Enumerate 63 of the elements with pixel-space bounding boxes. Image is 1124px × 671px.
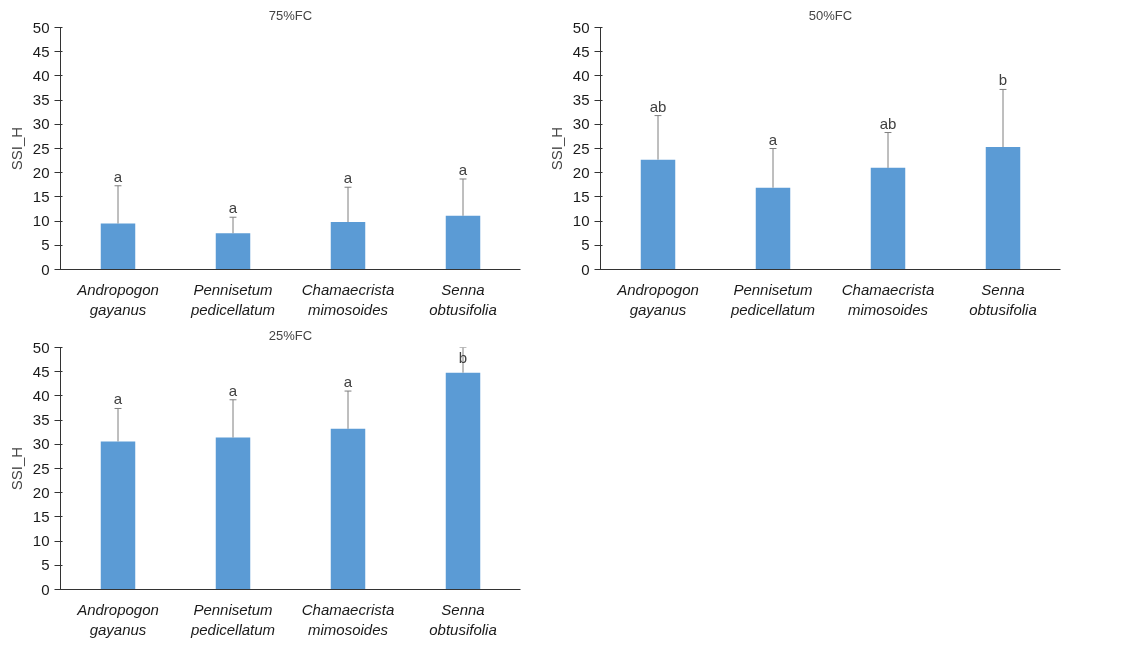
- annotation: ab: [879, 114, 897, 132]
- chart-title: 25%FC: [268, 327, 313, 343]
- x-tick-label: Senna obtusifolia: [429, 280, 497, 318]
- y-tick-label: 25: [32, 459, 50, 477]
- y-axis-title: SSI_H: [7, 126, 25, 171]
- x-tick-label: Andropogon gayanus: [616, 280, 699, 318]
- y-tick-label: 30: [32, 115, 50, 133]
- x-tick-label: Pennisetum pedicellatum: [189, 600, 276, 638]
- chart-title: 50%FC: [808, 7, 853, 23]
- y-tick-label: 40: [32, 386, 50, 404]
- x-tick-label: Chamaecrista mimosoides: [841, 280, 935, 318]
- x-tick-label: Senna obtusifolia: [429, 600, 497, 638]
- y-tick-label: 45: [572, 42, 590, 60]
- x-tick-label: Chamaecrista mimosoides: [301, 600, 395, 638]
- y-tick-label: 5: [41, 236, 50, 254]
- annotation: a: [113, 390, 123, 408]
- y-tick-label: 50: [32, 18, 50, 36]
- y-tick-label: 35: [32, 411, 50, 429]
- y-tick-label: 20: [572, 163, 590, 181]
- y-tick-label: 15: [32, 507, 50, 525]
- annotation: a: [343, 169, 353, 187]
- annotation: a: [343, 373, 353, 391]
- x-tick-label: Andropogon gayanus: [76, 600, 159, 638]
- y-tick-label: 15: [572, 187, 590, 205]
- y-axis-title: SSI_H: [7, 446, 25, 491]
- y-tick-label: 15: [32, 187, 50, 205]
- y-tick-label: 20: [32, 483, 50, 501]
- annotation: b: [998, 71, 1008, 89]
- y-tick-label: 30: [32, 435, 50, 453]
- y-tick-label: 25: [572, 139, 590, 157]
- y-tick-label: 45: [32, 362, 50, 380]
- y-tick-label: 5: [581, 236, 590, 254]
- annotation: a: [768, 130, 778, 148]
- chart-title: 75%FC: [268, 7, 313, 23]
- y-tick-label: 30: [572, 115, 590, 133]
- annotation: ab: [649, 97, 667, 115]
- y-tick-label: 40: [32, 66, 50, 84]
- y-tick-label: 40: [572, 66, 590, 84]
- x-tick-label: Pennisetum pedicellatum: [729, 280, 816, 318]
- annotation: a: [228, 381, 238, 399]
- y-tick-label: 20: [32, 163, 50, 181]
- x-tick-label: Chamaecrista mimosoides: [301, 280, 395, 318]
- y-tick-label: 45: [32, 42, 50, 60]
- y-tick-label: 0: [41, 260, 50, 278]
- y-tick-label: 35: [32, 91, 50, 109]
- y-tick-label: 50: [32, 338, 50, 356]
- annotation: a: [458, 160, 468, 178]
- y-axis-title: SSI_H: [547, 126, 565, 171]
- y-tick-label: 5: [41, 556, 50, 574]
- y-tick-label: 10: [572, 212, 590, 230]
- x-tick-label: Senna obtusifolia: [969, 280, 1037, 318]
- y-tick-label: 0: [581, 260, 590, 278]
- x-tick-label: Andropogon gayanus: [76, 280, 159, 318]
- y-tick-label: 10: [32, 532, 50, 550]
- annotation: a: [113, 167, 123, 185]
- y-tick-label: 0: [41, 580, 50, 598]
- y-tick-label: 25: [32, 139, 50, 157]
- annotation: a: [228, 199, 238, 217]
- y-tick-label: 50: [572, 18, 590, 36]
- y-tick-label: 10: [32, 212, 50, 230]
- y-tick-label: 35: [572, 91, 590, 109]
- annotation: b: [458, 348, 468, 366]
- x-tick-label: Pennisetum pedicellatum: [189, 280, 276, 318]
